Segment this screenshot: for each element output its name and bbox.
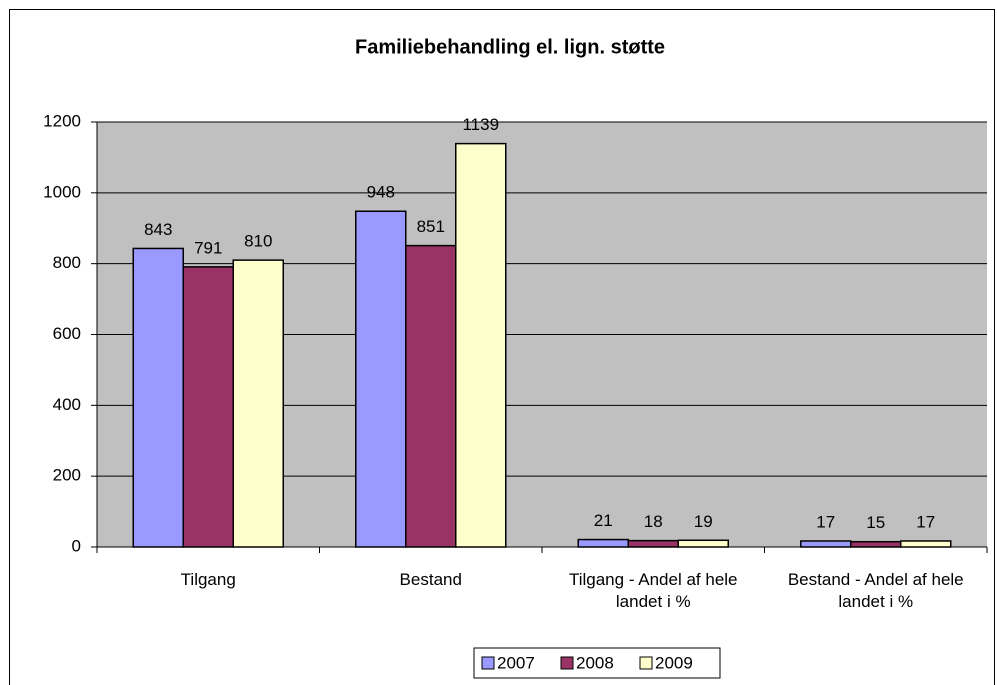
data-label: 19 (694, 512, 713, 531)
y-tick-label: 800 (53, 253, 81, 272)
legend-box (473, 647, 721, 679)
x-tick-label: Bestand (399, 570, 462, 589)
bar (355, 210, 407, 548)
data-label: 21 (594, 511, 613, 530)
bar (627, 539, 679, 548)
y-tick-label: 1000 (43, 182, 81, 201)
data-label: 18 (644, 512, 663, 531)
x-tick-label: Tilgang (180, 570, 236, 589)
x-tick-label: Tilgang - Andel af hele landet i % (568, 570, 738, 611)
legend-swatch (639, 656, 653, 670)
y-tick-label: 0 (72, 536, 81, 555)
bar (232, 259, 284, 548)
bar (405, 244, 457, 548)
bar (182, 266, 234, 548)
data-label: 948 (367, 183, 395, 202)
data-label: 15 (866, 513, 885, 532)
bar (850, 540, 902, 548)
data-label: 791 (194, 238, 222, 257)
y-tick-label: 200 (53, 466, 81, 485)
bar (900, 540, 952, 548)
legend-label: 2009 (655, 653, 693, 672)
data-label: 17 (916, 512, 935, 531)
legend-label: 2008 (576, 653, 614, 672)
data-label: 1139 (462, 115, 499, 134)
legend-swatch (481, 656, 495, 670)
data-label: 17 (816, 512, 835, 531)
bar (800, 540, 852, 548)
bar (677, 539, 729, 548)
data-label: 851 (417, 217, 445, 236)
legend-label: 2007 (497, 653, 535, 672)
data-label: 810 (244, 232, 272, 251)
bar (132, 247, 184, 548)
chart-title: Familiebehandling el. lign. støtte (355, 36, 665, 58)
y-tick-label: 400 (53, 395, 81, 414)
y-tick-label: 600 (53, 324, 81, 343)
y-tick-label: 1200 (43, 111, 81, 130)
x-tick-label: Bestand - Andel af hele landet i % (787, 570, 964, 611)
legend-swatch (560, 656, 574, 670)
data-label: 843 (144, 220, 172, 239)
bar (577, 538, 629, 548)
bar (455, 142, 507, 548)
